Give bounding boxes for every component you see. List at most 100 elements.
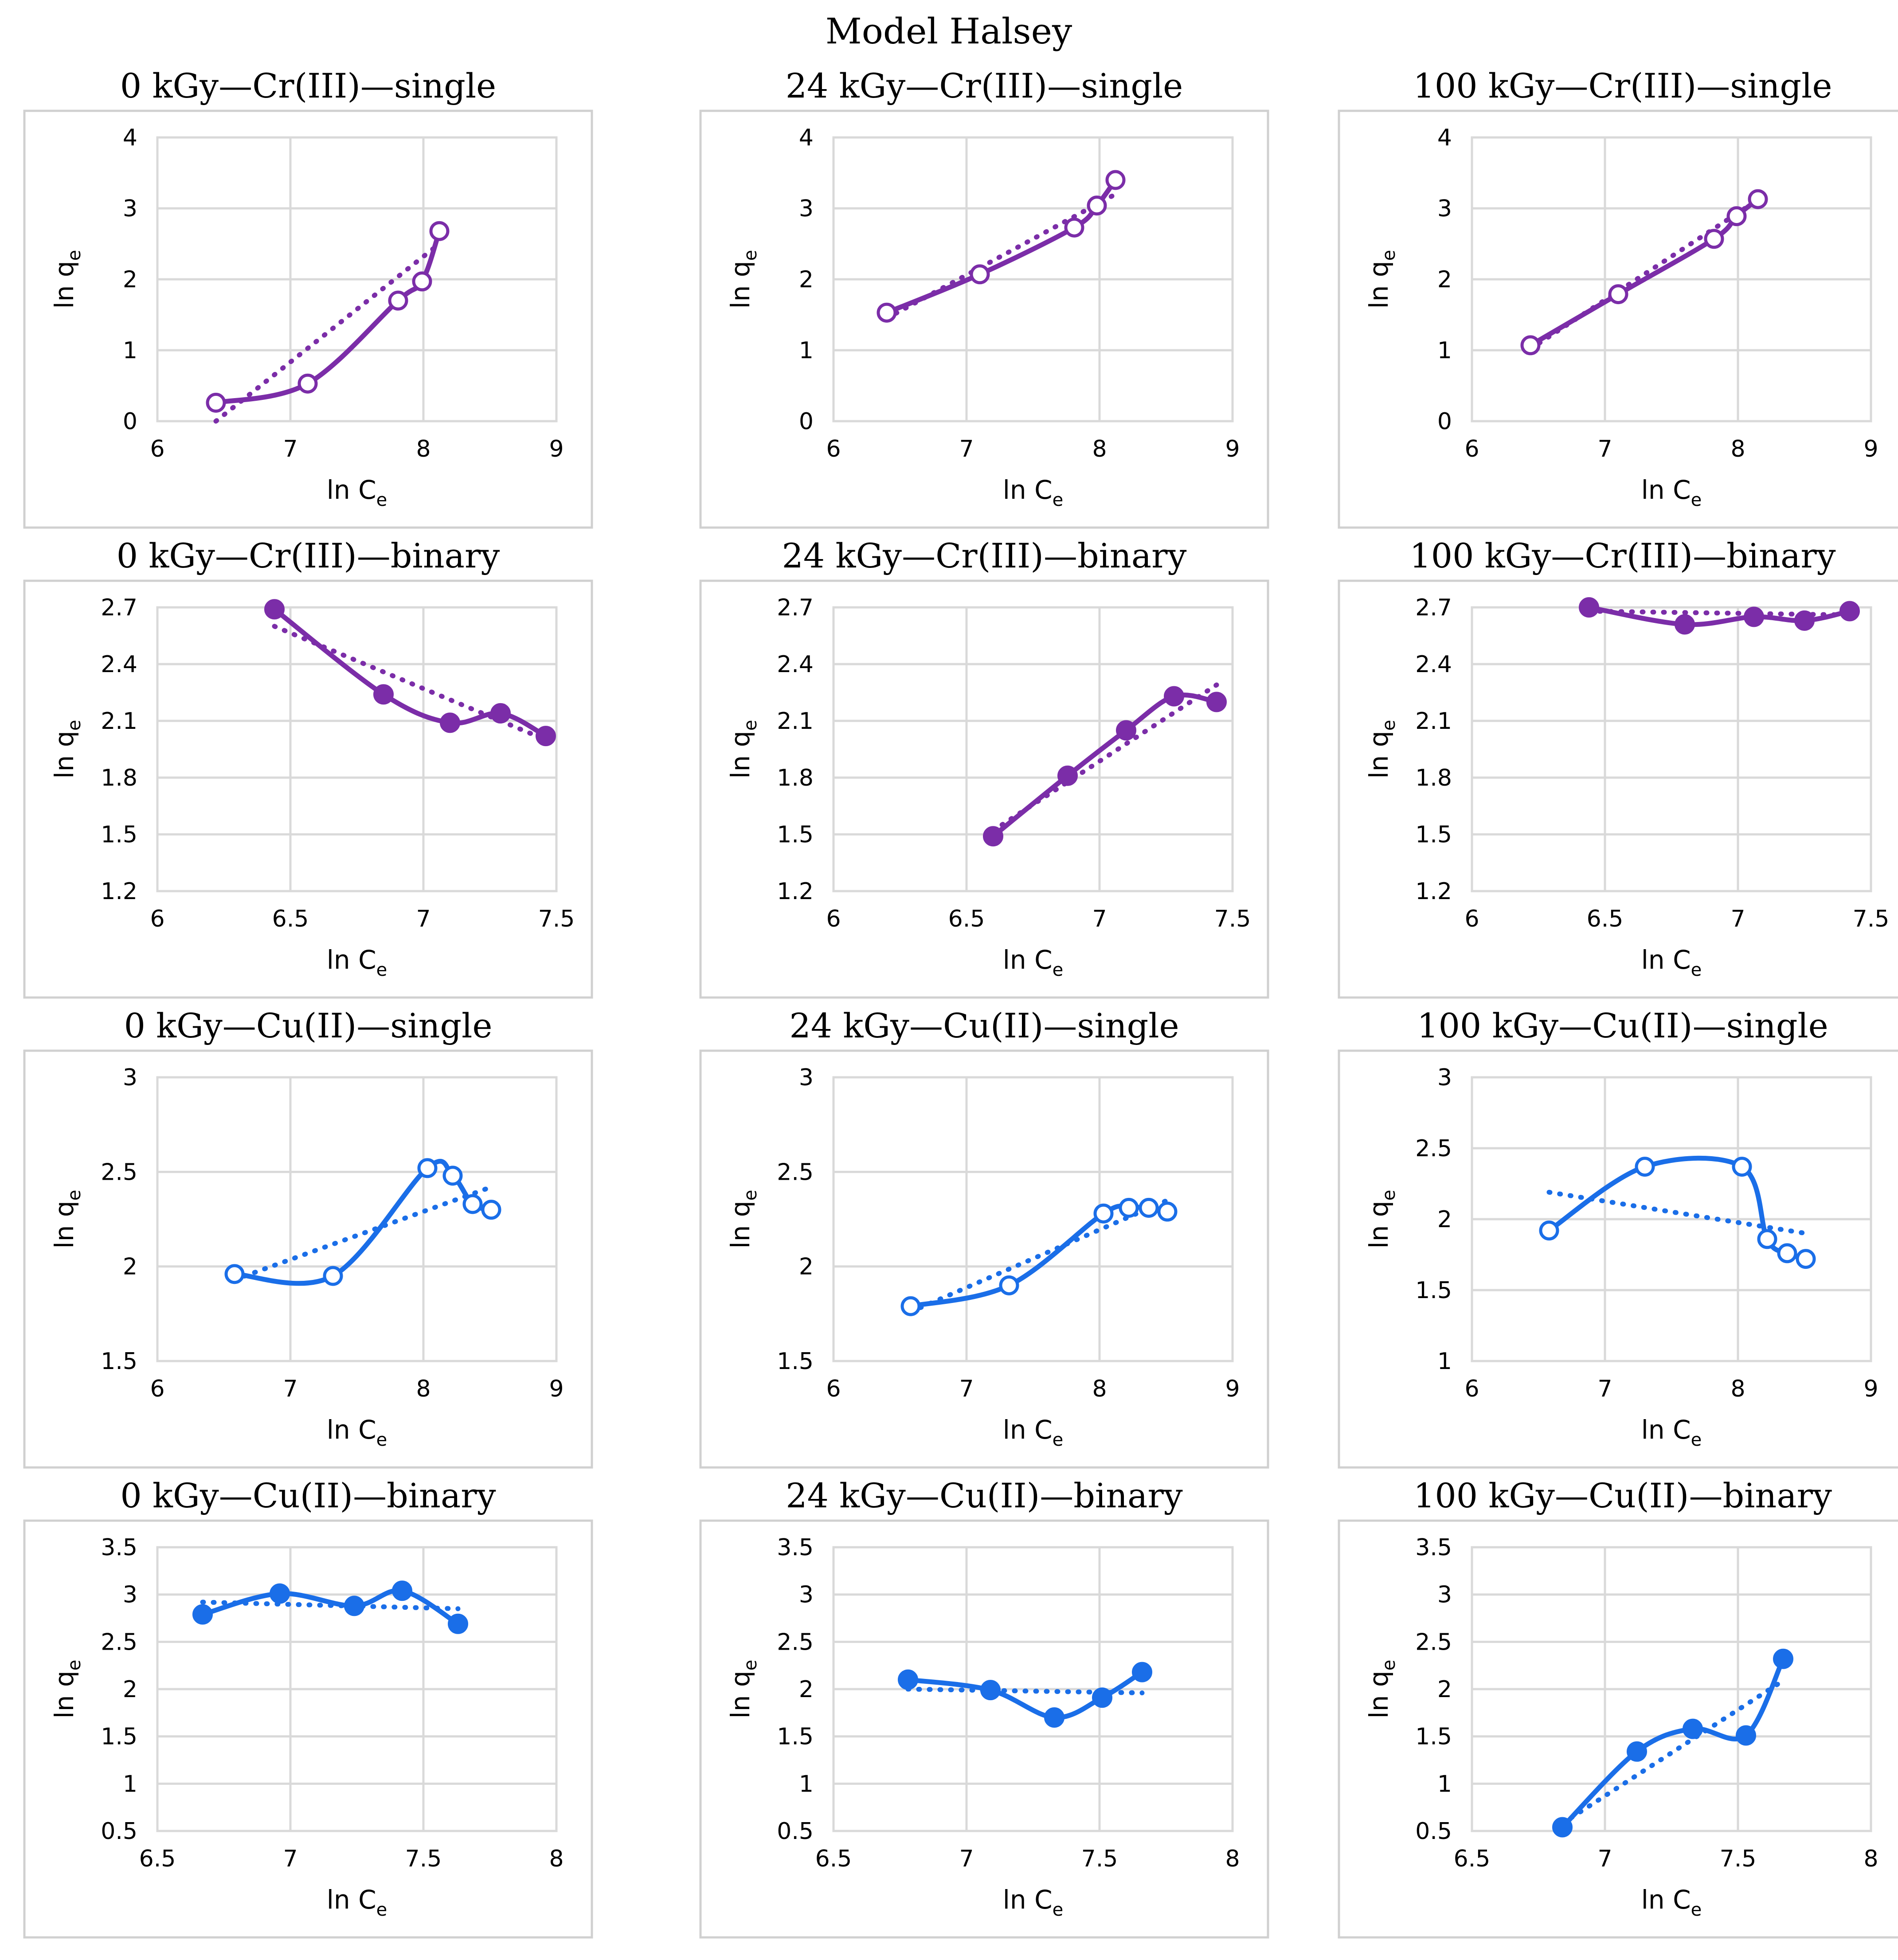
- data-point: [1736, 1725, 1756, 1746]
- chart-panel-8: 24 kGy—Cu(II)—single 6 7 8 9 1.5 2 2.5 3 ln Ce ln …: [699, 1006, 1269, 1469]
- y-tick-label: 1.2: [777, 878, 814, 905]
- data-point: [1044, 1707, 1064, 1728]
- chart-frame: [23, 579, 593, 999]
- x-tick-label: 8: [1092, 1376, 1107, 1402]
- y-tick-label: 3.5: [1415, 1534, 1452, 1561]
- x-tick-label: 6: [1464, 1376, 1479, 1402]
- y-tick-label: 0.5: [1415, 1818, 1452, 1845]
- data-point: [1093, 1203, 1114, 1224]
- x-tick-label: 9: [1863, 1376, 1878, 1402]
- y-tick-label: 1: [799, 1771, 814, 1797]
- x-tick-label: 7.5: [405, 1846, 442, 1872]
- x-tick-label: 7.5: [1720, 1846, 1757, 1872]
- data-point: [270, 1583, 290, 1604]
- y-tick-label: 2.5: [1415, 1629, 1452, 1655]
- x-tick-label: 6: [826, 436, 841, 462]
- chart-panel-5: 24 kGy—Cr(III)—binary 6 6.5 7 7.5 1.2 1.5 1.8 2.…: [699, 536, 1269, 999]
- data-point: [373, 684, 394, 705]
- y-tick-label: 2.1: [101, 708, 137, 735]
- x-tick-label: 7: [1730, 906, 1745, 932]
- x-tick-label: 9: [1225, 436, 1240, 462]
- data-point: [1057, 765, 1078, 786]
- data-point: [481, 1200, 501, 1220]
- series-line: [213, 228, 442, 405]
- y-tick-label: 1: [1437, 1771, 1452, 1797]
- data-point: [344, 1596, 364, 1616]
- chart-frame: [23, 110, 593, 529]
- x-tick-label: 7.5: [1081, 1846, 1118, 1872]
- y-tick-label: 1: [123, 337, 137, 364]
- y-tick-label: 1: [123, 1771, 137, 1797]
- data-point: [1777, 1243, 1797, 1264]
- chart-title: 24 kGy—Cu(II)—single: [789, 1006, 1179, 1045]
- y-tick-label: 2.4: [101, 651, 137, 678]
- x-tick-label: 7: [283, 1376, 297, 1402]
- data-point: [1579, 597, 1599, 618]
- y-tick-label: 1.5: [1415, 1277, 1452, 1304]
- x-tick-label: 7: [959, 1846, 974, 1872]
- y-tick-label: 3: [123, 1064, 137, 1091]
- x-axis-label-sub: e: [376, 490, 387, 510]
- chart-title: 0 kGy—Cr(III)—binary: [117, 536, 500, 575]
- y-axis-label-sub: e: [1379, 1190, 1399, 1201]
- chart-title: 0 kGy—Cu(II)—single: [124, 1006, 493, 1045]
- data-point: [1744, 606, 1764, 627]
- data-point: [1757, 1229, 1777, 1249]
- y-tick-label: 4: [1437, 125, 1452, 151]
- x-axis-label-sub: e: [376, 1430, 387, 1450]
- plot-area: [1471, 1076, 1872, 1362]
- y-tick-label: 2.7: [1415, 595, 1452, 621]
- x-tick-label: 7: [1597, 436, 1612, 462]
- y-axis-label-sub: e: [1379, 720, 1399, 731]
- x-tick-label: 6.5: [272, 906, 309, 932]
- x-axis-label-sub: e: [376, 1900, 387, 1920]
- y-tick-label: 3: [1437, 196, 1452, 222]
- y-tick-label: 2.7: [777, 595, 814, 621]
- data-point: [1608, 284, 1628, 305]
- x-tick-label: 6: [150, 436, 164, 462]
- x-tick-label: 9: [549, 1376, 564, 1402]
- x-axis-label-sub: e: [376, 960, 387, 980]
- chart-panel-11: 24 kGy—Cu(II)—binary 6.5 7 7.5 8 0.5 1 1.5 2 2.5 3…: [699, 1476, 1269, 1939]
- data-point: [983, 826, 1003, 847]
- y-tick-label: 3: [1437, 1582, 1452, 1608]
- y-axis-label-sub: e: [64, 250, 85, 261]
- x-tick-label: 7: [283, 1846, 297, 1872]
- y-tick-label: 3.5: [777, 1534, 814, 1561]
- plot-area: [832, 1546, 1234, 1832]
- y-tick-label: 1.8: [1415, 765, 1452, 791]
- y-tick-label: 2.1: [777, 708, 814, 735]
- x-tick-label: 7: [416, 906, 430, 932]
- trendline: [200, 1600, 461, 1612]
- plot-area: [832, 136, 1234, 423]
- trendline: [232, 1184, 494, 1283]
- x-tick-label: 7: [1597, 1846, 1612, 1872]
- y-tick-label: 0: [1437, 408, 1452, 435]
- y-tick-label: 1.5: [1415, 822, 1452, 848]
- y-tick-label: 2.5: [101, 1629, 137, 1655]
- y-tick-label: 3: [799, 1582, 814, 1608]
- y-tick-label: 1.5: [101, 1348, 137, 1375]
- chart-frame: [1338, 110, 1898, 529]
- data-point: [1119, 1197, 1139, 1218]
- x-tick-label: 9: [549, 436, 564, 462]
- plot-area: [156, 1076, 558, 1362]
- x-tick-label: 8: [416, 1376, 430, 1402]
- y-tick-label: 2: [123, 1676, 137, 1703]
- data-point: [898, 1669, 918, 1690]
- y-axis-label-sub: e: [64, 1190, 85, 1201]
- y-tick-label: 1.5: [1415, 1724, 1452, 1750]
- y-tick-label: 0.5: [777, 1818, 814, 1845]
- data-point: [536, 726, 556, 747]
- data-point: [1748, 189, 1768, 209]
- chart-panel-6: 100 kGy—Cr(III)—binary 6 6.5 7 7.5 1.2 1.5 1.8 2…: [1338, 536, 1898, 999]
- data-point: [323, 1266, 343, 1286]
- y-tick-label: 1.8: [777, 765, 814, 791]
- y-tick-label: 1: [1437, 1348, 1452, 1375]
- x-tick-label: 8: [1225, 1846, 1240, 1872]
